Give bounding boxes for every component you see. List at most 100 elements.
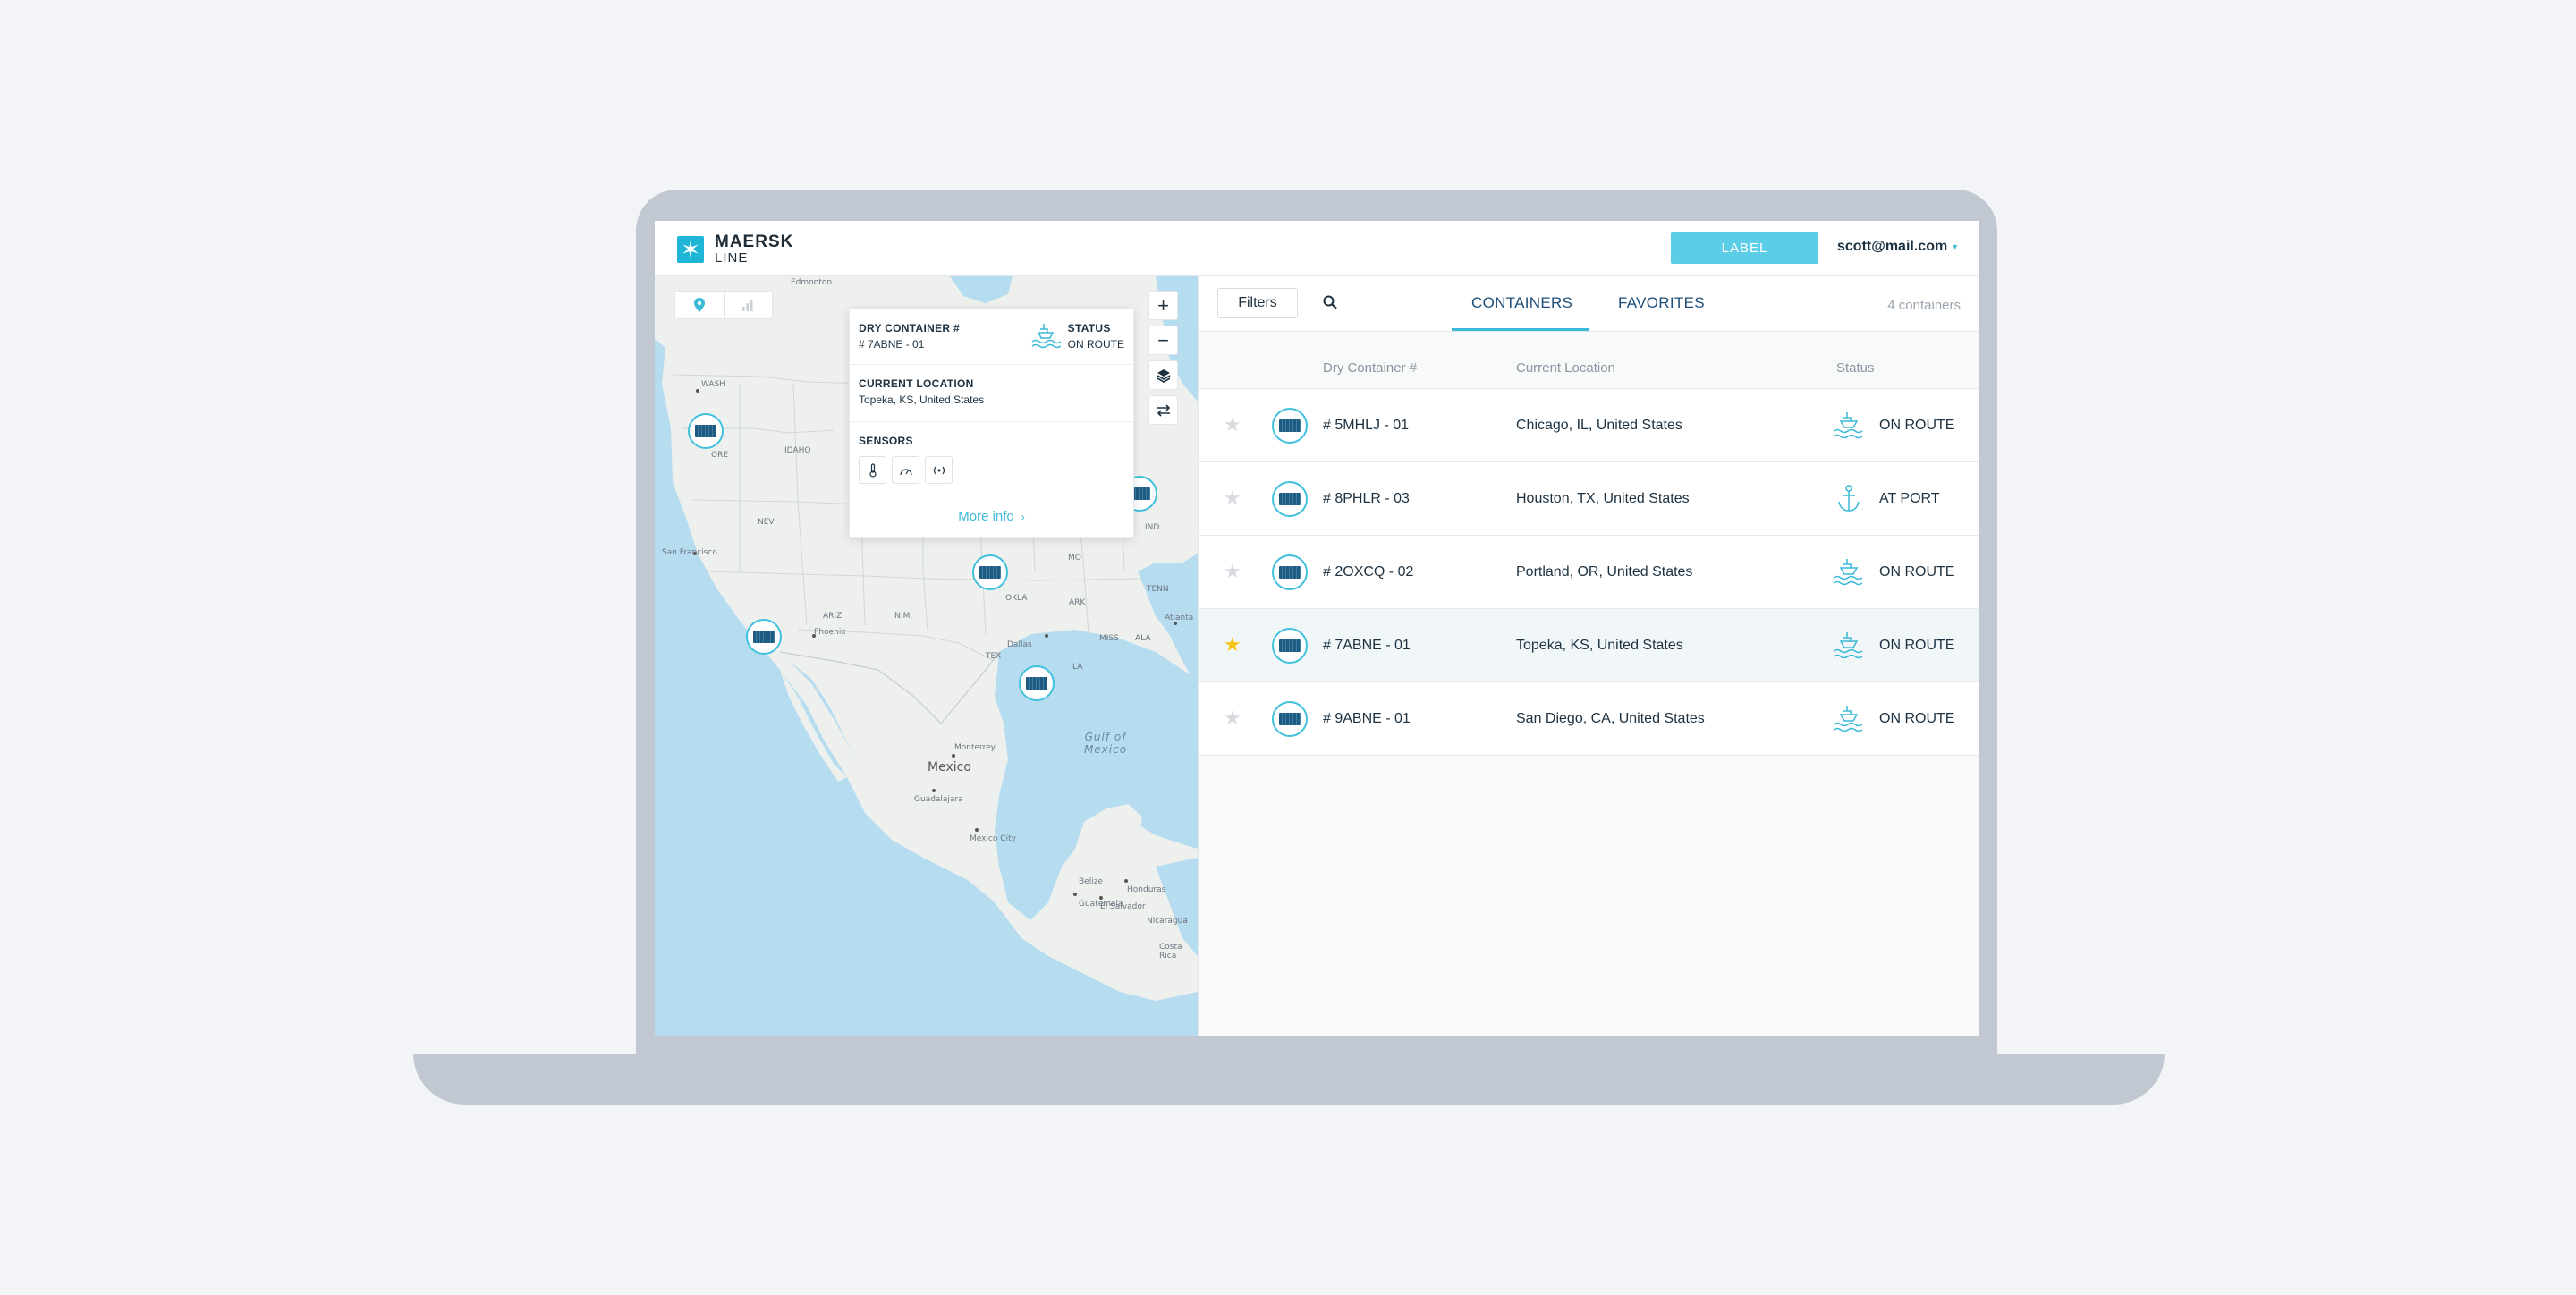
- table-row[interactable]: ★ # 2OXCQ - 02 Portland, OR, United States…: [1199, 536, 1979, 609]
- popup-container-heading: DRY CONTAINER #: [859, 322, 960, 334]
- maersk-logo[interactable]: ✶ MAERSK LINE: [677, 233, 793, 265]
- layers-icon[interactable]: [1148, 360, 1178, 390]
- user-menu[interactable]: scott@mail.com ▾: [1837, 239, 1957, 255]
- table-body: ★ # 5MHLJ - 01 Chicago, IL, United States O…: [1199, 389, 1979, 756]
- container-avatar: [1272, 628, 1308, 664]
- table-row[interactable]: ★ # 9ABNE - 01 San Diego, CA, United State…: [1199, 682, 1979, 756]
- container-location: Portland, OR, United States: [1516, 564, 1693, 580]
- container-marker[interactable]: [688, 413, 724, 449]
- container-avatar: [1272, 481, 1308, 517]
- container-avatar: [1272, 701, 1308, 737]
- map-label-atlanta: Atlanta: [1165, 614, 1194, 622]
- route-swap-icon[interactable]: [1148, 395, 1178, 425]
- container-location: Topeka, KS, United States: [1516, 638, 1683, 653]
- container-id: # 2OXCQ - 02: [1323, 564, 1414, 580]
- map-label-tenn: TENN: [1147, 585, 1169, 594]
- zoom-in-button[interactable]: +: [1148, 291, 1178, 320]
- container-icon: [1279, 639, 1301, 652]
- star-icon[interactable]: ★: [1224, 413, 1241, 436]
- filters-button[interactable]: Filters: [1217, 288, 1298, 318]
- map-label-la: LA: [1072, 663, 1083, 672]
- ship-icon: [1832, 704, 1866, 739]
- map-label-el-salvador: El Salvador: [1100, 902, 1146, 911]
- thermometer-icon[interactable]: [859, 456, 886, 484]
- user-email: scott@mail.com: [1837, 239, 1948, 254]
- map-label-okla: OKLA: [1005, 594, 1028, 603]
- map-label-edmonton: Edmonton: [791, 278, 833, 287]
- map-label-idaho: IDAHO: [784, 446, 811, 455]
- container-icon: [1279, 713, 1301, 725]
- star-icon[interactable]: ★: [1224, 487, 1241, 509]
- map-label-guadalajara: Guadalajara: [914, 795, 963, 804]
- container-id: # 5MHLJ - 01: [1323, 418, 1410, 433]
- location-pin-icon[interactable]: [675, 292, 724, 318]
- container-status: AT PORT: [1879, 491, 1940, 506]
- map-label-phoenix: Phoenix: [814, 628, 846, 637]
- container-status: ON ROUTE: [1879, 564, 1955, 580]
- container-id: # 9ABNE - 01: [1323, 711, 1411, 726]
- active-tab-indicator: [1452, 328, 1589, 331]
- signal-icon[interactable]: [925, 456, 953, 484]
- map-label-nm: N.M.: [894, 612, 913, 621]
- more-info-link[interactable]: More info ›: [850, 495, 1133, 537]
- popup-status-text: STATUS ON ROUTE: [1068, 322, 1124, 351]
- container-icon: [1279, 419, 1301, 432]
- anchor-icon: [1832, 484, 1866, 519]
- map-panel[interactable]: Mexico Gulf of Mexico United States Mont…: [655, 276, 1198, 1036]
- star-icon[interactable]: ★: [1224, 560, 1241, 582]
- container-id: # 8PHLR - 03: [1323, 491, 1410, 506]
- table-row[interactable]: ★ # 7ABNE - 01 Topeka, KS, United States ON…: [1199, 609, 1979, 682]
- tab-favorites[interactable]: FAVORITES: [1618, 294, 1705, 311]
- gulf-of-mexico: [995, 630, 1198, 920]
- map-label-nicaragua: Nicaragua: [1147, 917, 1188, 926]
- popup-status-heading: STATUS: [1067, 322, 1111, 334]
- popup-container-block: DRY CONTAINER # # 7ABNE - 01: [859, 322, 960, 364]
- container-status: ON ROUTE: [1879, 711, 1955, 726]
- map-label-ark: ARK: [1069, 598, 1086, 607]
- list-toolbar: Filters CONTAINERS FAVORITES 4 container…: [1199, 276, 1979, 332]
- ship-icon: [1832, 411, 1866, 445]
- zoom-out-button[interactable]: −: [1148, 326, 1178, 355]
- star-icon[interactable]: ★: [1224, 633, 1241, 656]
- app-screen: ✶ MAERSK LINE LABEL scott@mail.com ▾: [655, 221, 1979, 1036]
- chart-icon[interactable]: [724, 292, 773, 318]
- container-status: ON ROUTE: [1879, 638, 1955, 653]
- map-label-mexico: Mexico: [928, 760, 971, 774]
- ship-icon: [1030, 322, 1062, 355]
- container-marker[interactable]: [746, 619, 782, 655]
- pacific-ocean: [655, 339, 1198, 1036]
- map-label-dallas: Dallas: [1007, 640, 1032, 649]
- popup-location-heading: CURRENT LOCATION: [859, 377, 974, 390]
- map-label-belize: Belize: [1079, 877, 1103, 886]
- popup-header: DRY CONTAINER # # 7ABNE - 01 STATUS ON R…: [850, 309, 1133, 365]
- container-marker[interactable]: [972, 554, 1008, 590]
- table-row[interactable]: ★ # 8PHLR - 03 Houston, TX, United States A…: [1199, 462, 1979, 536]
- column-header-container[interactable]: Dry Container #: [1323, 360, 1418, 376]
- container-icon: [1026, 677, 1047, 690]
- map-view-toggle: [674, 291, 773, 319]
- popup-container-id: # 7ABNE - 01: [859, 338, 925, 351]
- map-label-mexico-city: Mexico City: [970, 834, 1016, 843]
- popup-location: CURRENT LOCATION Topeka, KS, United Stat…: [850, 365, 1133, 422]
- container-location: San Diego, CA, United States: [1516, 711, 1705, 726]
- map-label-ariz: ARIZ: [823, 612, 843, 621]
- map-label-gulf: Gulf of Mexico: [1083, 731, 1128, 756]
- laptop-base: [413, 1054, 2165, 1105]
- more-info-label: More info: [958, 509, 1014, 524]
- logo-sub: LINE: [715, 250, 749, 266]
- star-icon[interactable]: ★: [1224, 707, 1241, 729]
- label-button[interactable]: LABEL: [1671, 232, 1818, 264]
- sensor-list: [859, 456, 1124, 484]
- gauge-icon[interactable]: [892, 456, 919, 484]
- column-header-location[interactable]: Current Location: [1516, 360, 1615, 376]
- ship-icon: [1832, 631, 1866, 665]
- container-id: # 7ABNE - 01: [1323, 638, 1411, 653]
- logo-name: MAERSK: [715, 233, 794, 251]
- table-row[interactable]: ★ # 5MHLJ - 01 Chicago, IL, United States O…: [1199, 389, 1979, 462]
- map-label-wash: WASH: [701, 380, 726, 389]
- container-marker[interactable]: [1019, 665, 1055, 701]
- search-icon[interactable]: [1322, 294, 1338, 315]
- column-header-status[interactable]: Status: [1836, 360, 1875, 376]
- tab-containers[interactable]: CONTAINERS: [1471, 294, 1573, 311]
- container-status: ON ROUTE: [1879, 418, 1955, 433]
